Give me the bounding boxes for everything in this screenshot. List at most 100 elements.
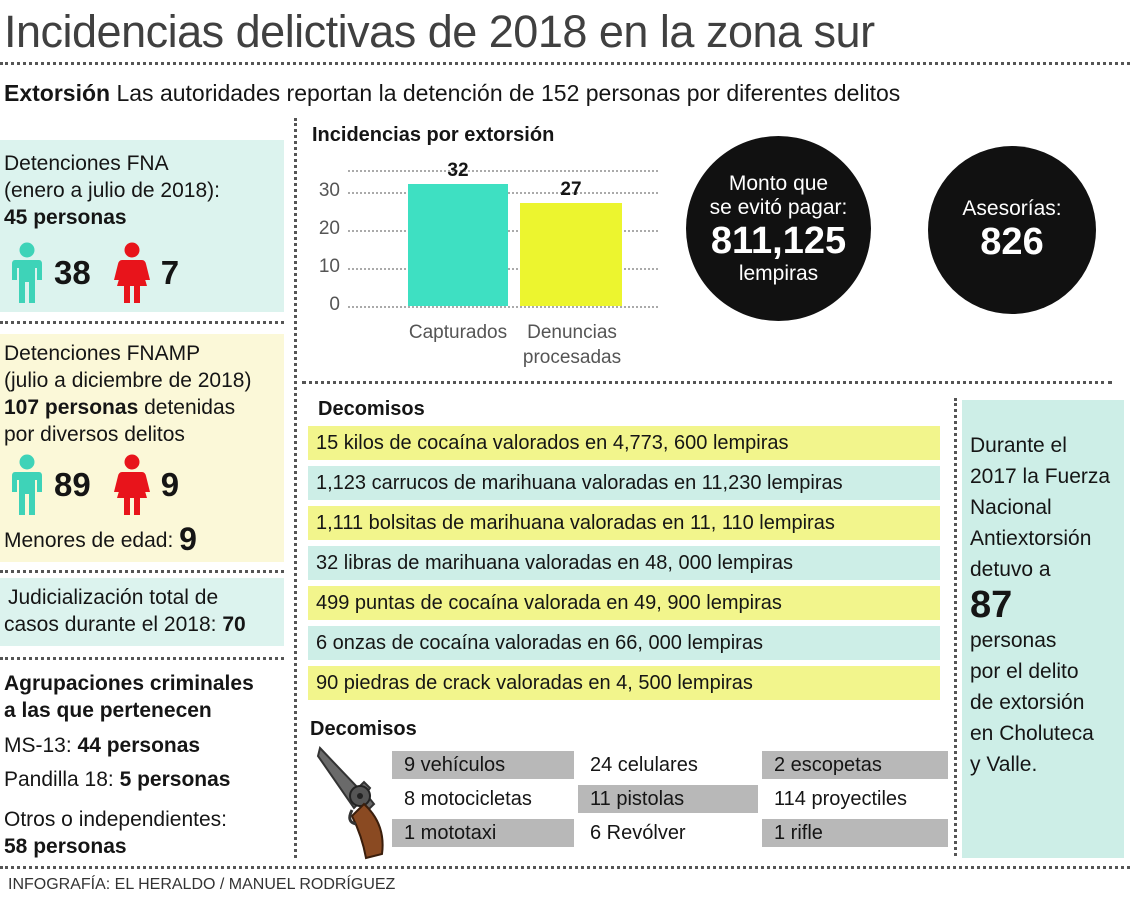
- y-tick-10: 10: [318, 256, 340, 277]
- side-line: en Choluteca: [970, 722, 1094, 745]
- left-column-divider: [294, 118, 297, 858]
- judicial-line1: Judicialización total de: [8, 586, 219, 609]
- asesorias-circle: Asesorías: 826: [928, 146, 1096, 314]
- seizure-item: 15 kilos de cocaína valorados en 4,773, …: [308, 426, 940, 460]
- y-tick-20: 20: [318, 218, 340, 239]
- y-tick-0: 0: [329, 294, 340, 315]
- female-person-icon: [113, 242, 150, 303]
- subtitle-text: Las autoridades reportan la detención de…: [110, 80, 901, 106]
- fnamp-line1: Detenciones FNAMP: [4, 342, 201, 365]
- seizure-item: 1,123 carrucos de marihuana valoradas en…: [308, 466, 940, 500]
- item-grid: 9 vehículos 24 celulares 2 escopetas 8 m…: [392, 751, 948, 851]
- seizure-item: 6 onzas de cocaína valoradas en 66, 000 …: [308, 626, 940, 660]
- side-line: Antiextorsión: [970, 527, 1092, 550]
- minors-line: Menores de edad: 9: [4, 521, 197, 557]
- group-otros-value: 58 personas: [4, 835, 127, 858]
- group-ms13: MS-13: 44 personas: [4, 734, 201, 757]
- bar-denuncias: [520, 203, 622, 306]
- fnamp-total: 107 personas: [4, 396, 139, 419]
- grid-cell: 114 proyectiles: [774, 788, 908, 810]
- gridline-top: [348, 170, 658, 172]
- category-denuncias-l1: Denuncias: [527, 322, 617, 343]
- grid-cell: 24 celulares: [590, 754, 698, 776]
- group-otros-label: Otros o independientes:: [4, 808, 227, 831]
- fnamp-line4: por diversos delitos: [4, 423, 185, 446]
- revolver-icon: [316, 745, 384, 860]
- male-person-icon: [12, 242, 42, 303]
- judicial-value: 70: [222, 613, 246, 636]
- seizure-item: 499 puntas de cocaína valorada en 49, 90…: [308, 586, 940, 620]
- left-divider-1: [0, 321, 284, 324]
- side-number: 87: [970, 584, 1013, 626]
- judicial-line2: casos durante el 2018: 70: [4, 613, 246, 636]
- footer-divider: [0, 866, 1130, 869]
- grid-cell: 11 pistolas: [578, 785, 758, 813]
- decomisos-title-2: Decomisos: [310, 718, 417, 740]
- minors-value: 9: [179, 521, 197, 557]
- grid-cell: 6 Revólver: [590, 822, 686, 844]
- groups-section: Agrupaciones criminales a las que perten…: [0, 670, 290, 860]
- side-line: Durante el: [970, 434, 1067, 457]
- fna-total: 45 personas: [4, 206, 127, 229]
- left-divider-2: [0, 570, 284, 573]
- left-divider-3: [0, 657, 284, 660]
- side-line: y Valle.: [970, 753, 1038, 776]
- bar-chart: 30 20 10 0 32 27 Capturados Denuncias pr…: [300, 150, 670, 375]
- seizure-item: 90 piedras de crack valoradas en 4, 500 …: [308, 666, 940, 700]
- fnamp-panel: Detenciones FNAMP (julio a diciembre de …: [0, 334, 284, 562]
- grid-cell: 9 vehículos: [392, 751, 574, 779]
- side-line: personas: [970, 629, 1057, 652]
- right-column-divider: [954, 398, 957, 856]
- category-denuncias-l2: procesadas: [522, 347, 622, 368]
- gridline-0: [348, 306, 658, 308]
- fnamp-line2: (julio a diciembre de 2018): [4, 369, 252, 392]
- y-tick-30: 30: [318, 180, 340, 201]
- fna-male-count: 38: [54, 254, 91, 291]
- male-person-icon: [12, 454, 42, 515]
- side-line: detuvo a: [970, 558, 1051, 581]
- monto-unit: lempiras: [738, 261, 819, 285]
- bar-label-denuncias: 27: [560, 179, 582, 201]
- fna-gender-stats: 38 7: [10, 242, 201, 304]
- bar-label-capturados: 32: [447, 160, 469, 182]
- grid-cell: 1 mototaxi: [392, 819, 574, 847]
- page-title: Incidencias delictivas de 2018 en la zon…: [4, 6, 875, 57]
- bar-capturados: [408, 184, 508, 306]
- title-divider: [0, 62, 1130, 65]
- subtitle: Extorsión Las autoridades reportan la de…: [4, 80, 900, 107]
- monto-circle: Monto que se evitó pagar: 811,125 lempir…: [686, 136, 871, 321]
- group-pandilla18: Pandilla 18: 5 personas: [4, 768, 231, 791]
- category-capturados: Capturados: [408, 322, 508, 343]
- credit-line: INFOGRAFÍA: EL HERALDO / MANUEL RODRÍGUE…: [8, 876, 396, 893]
- female-person-icon: [113, 454, 150, 515]
- seizure-item: 32 libras de marihuana valoradas en 48, …: [308, 546, 940, 580]
- grid-cell: 8 motocicletas: [404, 788, 532, 810]
- fna-female-count: 7: [160, 254, 180, 291]
- side-line: Nacional: [970, 496, 1052, 519]
- monto-line1: Monto que: [728, 171, 829, 195]
- chart-title: Incidencias por extorsión: [312, 124, 555, 146]
- side-line: 2017 la Fuerza: [970, 465, 1111, 488]
- groups-title-1: Agrupaciones criminales: [4, 672, 254, 695]
- judicial-panel: Judicialización total de casos durante e…: [0, 578, 284, 646]
- fna-line2: (enero a julio de 2018):: [4, 179, 220, 202]
- monto-value: 811,125: [710, 219, 847, 262]
- asesorias-label: Asesorías:: [962, 197, 1062, 220]
- side-line: de extorsión: [970, 691, 1085, 714]
- subtitle-bold: Extorsión: [4, 80, 111, 106]
- decomisos-title-1: Decomisos: [318, 398, 425, 420]
- fna-panel: Detenciones FNA (enero a julio de 2018):…: [0, 140, 284, 312]
- middle-divider: [302, 381, 1112, 384]
- side-line: por el delito: [970, 660, 1079, 683]
- grid-cell: 2 escopetas: [762, 751, 948, 779]
- grid-cell: 1 rifle: [762, 819, 948, 847]
- fnamp-gender-stats: 89 9: [10, 454, 201, 516]
- asesorias-value: 826: [980, 221, 1044, 263]
- fnamp-male-count: 89: [54, 466, 91, 503]
- fnamp-line3: 107 personas detenidas: [4, 396, 236, 419]
- groups-title-2: a las que pertenecen: [4, 699, 212, 722]
- seizure-item: 1,111 bolsitas de marihuana valoradas en…: [308, 506, 940, 540]
- side-note-panel: Durante el 2017 la Fuerza Nacional Antie…: [962, 400, 1124, 858]
- fnamp-female-count: 9: [160, 466, 180, 503]
- monto-line2: se evitó pagar:: [709, 195, 848, 219]
